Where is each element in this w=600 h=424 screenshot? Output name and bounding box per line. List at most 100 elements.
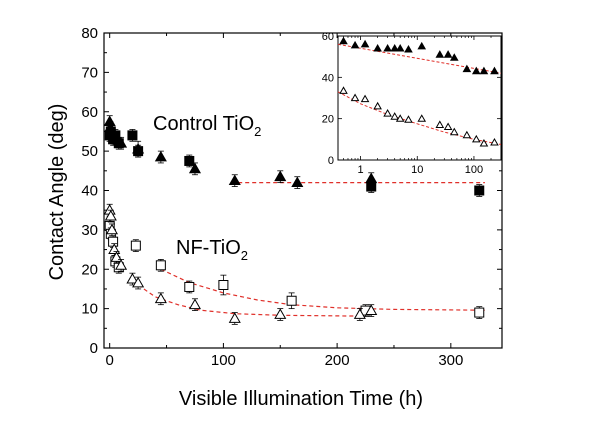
data-point	[228, 312, 241, 323]
data-point	[115, 137, 128, 148]
y-axis-label: Contact Angle (deg)	[46, 104, 68, 281]
series-open-square	[104, 219, 485, 319]
inset-data-point	[490, 137, 499, 146]
inset-data-point	[462, 64, 472, 73]
x-tick-label: 0	[106, 352, 114, 369]
annotation-nf-subscript: 2	[241, 248, 248, 263]
inset-data-point	[404, 44, 413, 53]
inset-fit-curve	[337, 91, 502, 145]
inset-fit-curve	[337, 43, 502, 74]
inset-data-point	[339, 86, 348, 94]
y-tick-label: 40	[81, 183, 98, 200]
data-point	[126, 272, 139, 284]
data-point	[291, 176, 304, 188]
inset-data-point	[339, 36, 348, 45]
data-point	[274, 170, 287, 182]
data-point	[218, 280, 229, 290]
inset-data-point	[383, 109, 392, 117]
inset-data-point	[471, 134, 481, 143]
data-point	[365, 172, 378, 184]
data-point	[286, 295, 297, 306]
inset-data-point	[417, 41, 427, 50]
inset-data-point	[479, 66, 489, 75]
inset-data-point	[443, 122, 453, 131]
inset-data-point	[462, 130, 472, 139]
x-tick-label: 300	[438, 352, 463, 369]
data-point	[108, 133, 121, 144]
fit-curve	[160, 268, 485, 311]
inset-plot: 0 20 40 60 1 10 100	[322, 31, 502, 176]
data-point	[108, 236, 119, 247]
data-point	[105, 223, 118, 235]
data-point	[365, 304, 378, 315]
inset-data-point	[390, 112, 400, 120]
inset-y-tick-label: 0	[328, 155, 334, 167]
data-point	[154, 150, 167, 162]
inset-data-point	[404, 115, 413, 123]
fit-curve	[132, 280, 360, 317]
annotation-control-subscript: 2	[254, 124, 261, 139]
data-point	[115, 259, 128, 270]
series-filled-triangle	[103, 115, 378, 189]
data-point	[184, 281, 195, 292]
inset-data-point	[479, 139, 489, 147]
inset-data-point	[490, 66, 499, 75]
y-tick-label: 80	[81, 25, 98, 42]
inset-data-point	[373, 43, 382, 52]
data-point	[274, 308, 287, 319]
data-point	[188, 162, 202, 174]
inset-data-point	[443, 50, 453, 58]
annotation-control-text: Control TiO	[153, 113, 254, 135]
inset-data-point	[449, 53, 459, 61]
y-tick-label: 10	[81, 301, 98, 318]
inset-data-point	[390, 43, 400, 52]
annotation-nf-text: NF-TiO	[176, 237, 241, 259]
annotation-nf: NF-TiO2	[176, 237, 248, 263]
inset-y-tick-label: 20	[322, 114, 334, 126]
data-point	[353, 308, 366, 319]
data-point	[130, 240, 141, 251]
inset-y-tick-label: 40	[322, 72, 334, 84]
x-tick-label: 100	[211, 352, 236, 369]
inset-data-point	[449, 127, 459, 136]
y-tick-label: 60	[81, 104, 98, 121]
data-point	[154, 292, 167, 304]
inset-data-point	[360, 94, 370, 103]
y-tick-label: 0	[90, 340, 98, 357]
data-point	[188, 298, 202, 310]
inset-x-tick-label: 100	[465, 164, 483, 176]
inset-data-point	[395, 114, 405, 122]
data-point	[127, 130, 138, 141]
inset-series-open-triangle	[339, 86, 499, 147]
inset-data-point	[435, 120, 445, 128]
inset-data-point	[435, 50, 445, 58]
series-open-triangle	[103, 203, 378, 325]
inset-data-point	[417, 114, 427, 122]
inset-y-tick-label: 60	[322, 31, 334, 43]
annotation-control: Control TiO2	[153, 113, 261, 139]
inset-data-point	[350, 93, 360, 102]
data-point	[474, 185, 485, 196]
inset-data-point	[373, 101, 382, 110]
data-point	[132, 276, 145, 288]
data-point	[228, 174, 241, 186]
inset-data-point	[360, 39, 370, 48]
x-axis-label: Visible Illumination Time (h)	[179, 388, 423, 410]
data-point	[155, 260, 166, 271]
x-tick-label: 200	[325, 352, 350, 369]
data-point	[132, 142, 145, 154]
inset-data-point	[471, 66, 481, 75]
data-point	[474, 307, 485, 318]
inset-x-tick-label: 10	[411, 164, 423, 176]
y-tick-label: 20	[81, 261, 98, 278]
data-point	[104, 209, 117, 221]
data-point	[184, 155, 195, 166]
inset-data-point	[383, 43, 392, 52]
y-tick-label: 50	[81, 143, 98, 160]
y-tick-label: 30	[81, 222, 98, 239]
inset-series-filled-triangle	[339, 36, 499, 75]
inset-x-tick-label: 1	[357, 164, 363, 176]
